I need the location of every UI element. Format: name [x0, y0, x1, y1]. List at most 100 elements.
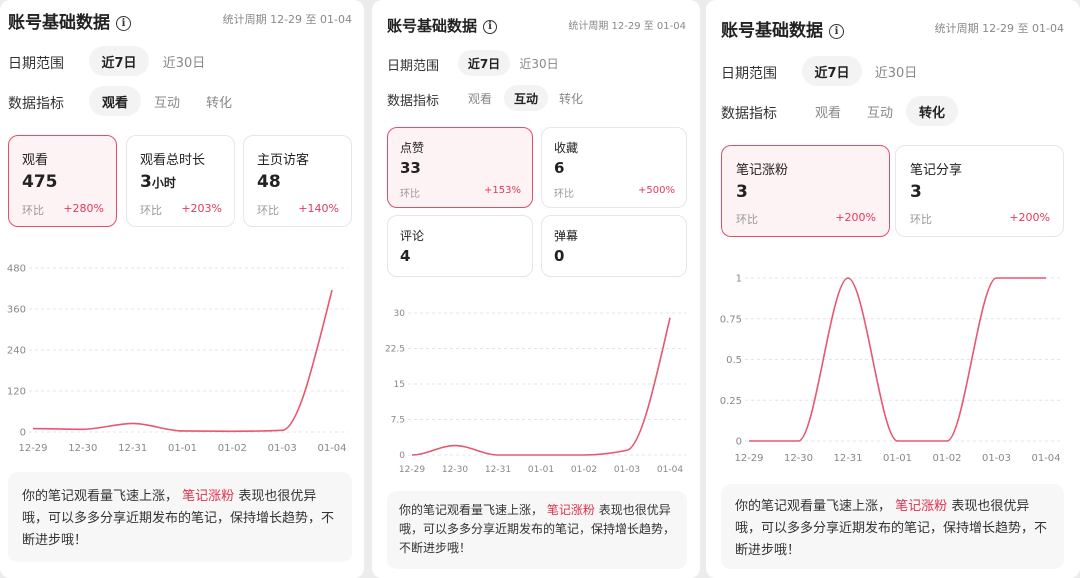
card-change: +153% [484, 185, 521, 196]
y-tick-label: 30 [394, 309, 406, 319]
card-change: +203% [181, 202, 222, 215]
y-tick-label: 15 [394, 380, 405, 390]
card-value: 48 [257, 172, 281, 192]
card-name: 点赞 [400, 141, 425, 155]
tab-views[interactable]: 观看 [89, 86, 141, 116]
tab-interaction[interactable]: 互动 [866, 105, 893, 121]
account-data-panel-views: 账号基础数据 i 统计周期 12-29 至 01-04 日期范围 近7日 近30日… [0, 0, 364, 578]
metric-card-likes[interactable]: 点赞 33 环比 +153% [387, 127, 533, 208]
info-icon[interactable]: i [483, 19, 498, 34]
tab-conversion[interactable]: 转化 [558, 91, 583, 106]
x-tick-label: 12-31 [833, 453, 862, 464]
x-tick-label: 01-02 [571, 465, 597, 475]
metric-card-note-shares[interactable]: 笔记分享 3 环比 +200% [895, 145, 1064, 237]
tip-highlight[interactable]: 笔记涨粉 [546, 503, 595, 517]
date-range-label: 日期范围 [721, 66, 777, 82]
panel-title: 账号基础数据 i [8, 8, 131, 33]
x-tick-label: 01-04 [657, 465, 683, 475]
tip-highlight[interactable]: 笔记涨粉 [182, 489, 235, 504]
panel-title: 账号基础数据 i [721, 16, 844, 41]
date-option-7d[interactable]: 近7日 [458, 50, 510, 76]
card-change: +280% [63, 202, 104, 215]
x-tick-label: 12-30 [442, 465, 468, 475]
tip-box: 你的笔记观看量飞速上涨， 笔记涨粉 表现也很优异哦，可以多多分享近期发布的笔记，… [8, 472, 352, 562]
date-option-7d[interactable]: 近7日 [802, 56, 862, 86]
account-data-panel-conversion: 账号基础数据 i 统计周期 12-29 至 01-04 日期范围 近7日 近30日… [706, 0, 1080, 578]
card-name: 观看 [22, 153, 49, 168]
y-tick-label: 0.25 [720, 396, 742, 407]
metric-card-danmaku[interactable]: 弹幕 0 [541, 215, 687, 277]
y-tick-label: 120 [7, 387, 26, 398]
x-tick-label: 01-03 [982, 453, 1011, 464]
card-value: 3小时 [140, 172, 176, 192]
x-tick-label: 01-01 [168, 443, 197, 454]
panel-title: 账号基础数据 i [387, 15, 498, 36]
x-tick-label: 12-29 [734, 453, 763, 464]
date-option-30d[interactable]: 近30日 [519, 56, 559, 71]
info-icon[interactable]: i [829, 23, 844, 39]
tab-conversion[interactable]: 转化 [906, 96, 958, 126]
card-change: +140% [298, 202, 339, 215]
x-tick-label: 12-31 [118, 443, 147, 454]
card-ratio-label: 环比 [22, 204, 44, 217]
x-tick-label: 01-02 [932, 453, 961, 464]
card-value: 3 [910, 182, 922, 202]
card-ratio-label: 环比 [140, 204, 162, 217]
y-tick-label: 480 [7, 264, 26, 275]
stat-period: 统计周期 12-29 至 01-04 [934, 22, 1064, 35]
date-option-30d[interactable]: 近30日 [874, 65, 918, 81]
x-tick-label: 01-01 [528, 465, 554, 475]
account-data-panel-interaction: 账号基础数据 i 统计周期 12-29 至 01-04 日期范围 近7日 近30日… [372, 0, 700, 578]
date-option-30d[interactable]: 近30日 [162, 55, 206, 71]
card-name: 评论 [400, 229, 425, 243]
card-change: +200% [835, 211, 876, 224]
y-tick-label: 360 [7, 305, 26, 316]
x-tick-label: 01-01 [883, 453, 912, 464]
card-value: 33 [400, 159, 421, 177]
metric-card-favorites[interactable]: 收藏 6 环比 +500% [541, 127, 687, 208]
card-ratio-label: 环比 [554, 189, 574, 200]
x-tick-label: 12-31 [485, 465, 511, 475]
metric-card-views[interactable]: 观看 475 环比 +280% [8, 135, 117, 227]
info-icon[interactable]: i [116, 15, 131, 31]
metric-label: 数据指标 [387, 94, 440, 109]
card-ratio-label: 环比 [400, 189, 420, 200]
stat-period: 统计周期 12-29 至 01-04 [222, 13, 352, 26]
card-value: 3 [736, 182, 748, 202]
date-option-7d[interactable]: 近7日 [89, 46, 149, 76]
card-value: 4 [400, 247, 411, 265]
card-value: 6 [554, 159, 565, 177]
x-tick-label: 01-03 [614, 465, 640, 475]
interaction-line-chart: 0 7.5 15 22.5 30 12-29 12-30 12-31 01-01 01-02 01-… [385, 309, 686, 475]
metric-label: 数据指标 [8, 96, 64, 112]
metric-card-watch-time[interactable]: 观看总时长 3小时 环比 +203% [126, 135, 235, 227]
y-tick-label: 0.75 [720, 314, 742, 325]
tab-conversion[interactable]: 转化 [205, 95, 232, 111]
metric-card-note-followers[interactable]: 笔记涨粉 3 环比 +200% [721, 145, 890, 237]
tab-interaction[interactable]: 互动 [504, 85, 548, 111]
card-name: 主页访客 [257, 153, 310, 168]
tab-interaction[interactable]: 互动 [153, 95, 180, 111]
views-line-chart: 0 120 240 360 480 12-29 12-30 12-31 01-01 01-02 01… [7, 264, 348, 454]
x-tick-label: 01-04 [317, 443, 346, 454]
card-name: 笔记涨粉 [736, 163, 789, 178]
y-tick-label: 22.5 [385, 345, 405, 355]
metric-card-profile-visitors[interactable]: 主页访客 48 环比 +140% [243, 135, 352, 227]
card-ratio-label: 环比 [257, 204, 279, 217]
x-tick-label: 01-03 [268, 443, 297, 454]
date-range-label: 日期范围 [8, 56, 64, 72]
tab-views[interactable]: 观看 [467, 91, 492, 106]
tab-views[interactable]: 观看 [814, 105, 841, 121]
date-range-label: 日期范围 [387, 59, 440, 74]
x-tick-label: 12-30 [68, 443, 97, 454]
card-name: 收藏 [554, 141, 579, 155]
metric-card-comments[interactable]: 评论 4 [387, 215, 533, 277]
y-tick-label: 1 [736, 274, 742, 285]
card-name: 观看总时长 [140, 153, 206, 168]
x-tick-label: 12-29 [399, 465, 425, 475]
card-name: 笔记分享 [910, 163, 963, 178]
stat-period: 统计周期 12-29 至 01-04 [568, 21, 686, 32]
tip-highlight[interactable]: 笔记涨粉 [895, 499, 948, 514]
y-tick-label: 7.5 [391, 416, 405, 426]
x-tick-label: 01-04 [1031, 453, 1060, 464]
